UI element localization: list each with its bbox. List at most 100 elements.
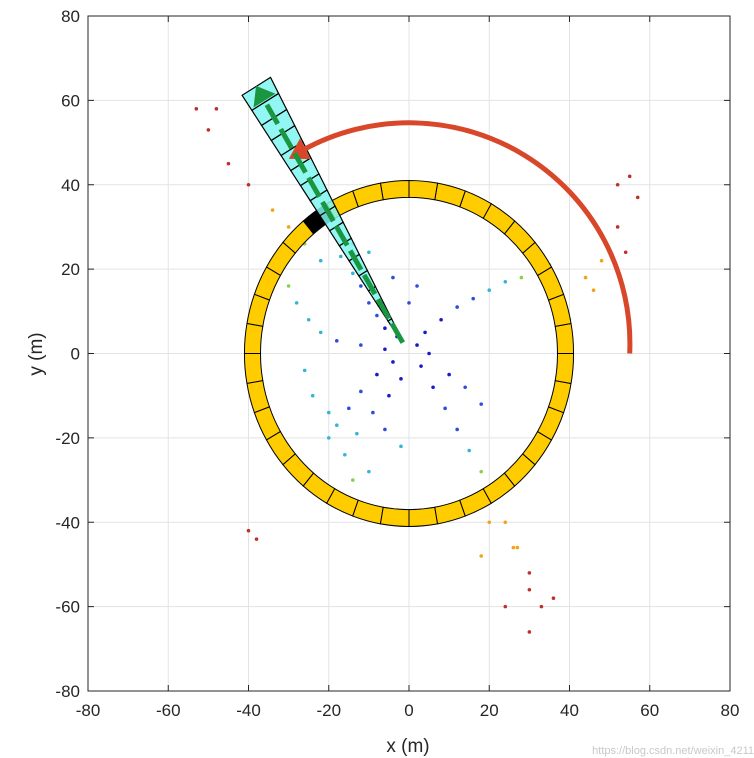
lidar-point bbox=[447, 372, 451, 377]
lidar-point bbox=[591, 288, 596, 293]
lidar-point bbox=[399, 444, 403, 449]
lidar-point bbox=[246, 528, 251, 533]
lidar-point bbox=[367, 301, 371, 305]
x-tick-label: 0 bbox=[404, 701, 413, 720]
lidar-point bbox=[387, 393, 391, 398]
lidar-point bbox=[359, 284, 363, 288]
lidar-point bbox=[318, 258, 323, 263]
lidar-point bbox=[286, 225, 291, 229]
lidar-point bbox=[391, 275, 395, 280]
y-tick-label: -20 bbox=[55, 429, 80, 448]
lidar-point bbox=[367, 469, 371, 474]
lidar-point bbox=[479, 554, 484, 558]
x-tick-label: -40 bbox=[236, 701, 261, 720]
lidar-point bbox=[515, 545, 520, 550]
grid-lines bbox=[87, 15, 731, 692]
lidar-point bbox=[326, 436, 331, 440]
lidar-point bbox=[419, 364, 423, 368]
ring-segment bbox=[352, 499, 384, 525]
lidar-point bbox=[351, 478, 355, 482]
ring-segment bbox=[408, 506, 439, 527]
lidar-point bbox=[503, 520, 508, 525]
ring-segment bbox=[379, 180, 410, 201]
lidar-point bbox=[551, 596, 556, 600]
lidar-point bbox=[399, 377, 403, 381]
lidar-point bbox=[479, 402, 484, 406]
lidar-point bbox=[226, 161, 231, 166]
lidar-point bbox=[206, 128, 211, 132]
y-tick-label: -80 bbox=[55, 682, 80, 701]
direction-arrow bbox=[253, 85, 405, 344]
lidar-point bbox=[599, 258, 604, 263]
x-tick-label: -60 bbox=[156, 701, 181, 720]
lidar-point bbox=[383, 427, 387, 432]
ring-segment bbox=[434, 182, 466, 208]
y-tick-label: -40 bbox=[55, 513, 80, 532]
lidar-point bbox=[302, 368, 307, 373]
lidar-point bbox=[310, 393, 315, 398]
lidar-point bbox=[375, 313, 379, 318]
lidar-point bbox=[359, 389, 363, 394]
lidar-point bbox=[427, 351, 431, 356]
lidar-point bbox=[443, 406, 447, 411]
lidar-point bbox=[214, 107, 219, 111]
direction-arrow-shaft bbox=[260, 95, 405, 344]
ring-segment bbox=[379, 506, 410, 527]
lidar-point bbox=[487, 288, 492, 293]
x-tick-label: -80 bbox=[76, 701, 101, 720]
lidar-point bbox=[503, 604, 508, 609]
lidar-point bbox=[326, 410, 331, 415]
lidar-point bbox=[511, 545, 516, 550]
lidar-point bbox=[343, 452, 347, 457]
ring-segment bbox=[554, 353, 575, 385]
x-tick-label: 80 bbox=[721, 701, 740, 720]
y-tick-label: 0 bbox=[71, 345, 80, 364]
lidar-point bbox=[623, 250, 628, 255]
ring-segment bbox=[243, 353, 264, 385]
lidar-point bbox=[527, 630, 532, 634]
lidar-point bbox=[347, 406, 351, 411]
lidar-point bbox=[583, 275, 588, 280]
lidar-point bbox=[455, 305, 459, 309]
lidar-point bbox=[383, 326, 387, 330]
lidar-point bbox=[439, 317, 443, 322]
x-tick-label: 60 bbox=[640, 701, 659, 720]
lidar-point bbox=[286, 284, 291, 288]
lidar-point bbox=[455, 427, 459, 432]
y-axis-label: y (m) bbox=[26, 332, 47, 375]
lidar-point bbox=[391, 360, 395, 364]
lidar-point bbox=[318, 330, 323, 335]
lidar-point bbox=[334, 423, 339, 428]
tick-labels: -80 -60 -40 -20 0 20 40 60 80 -80 -60 -40 -20 0 20 40 60… bbox=[55, 7, 739, 720]
axes-box bbox=[87, 15, 731, 692]
lidar-point bbox=[270, 208, 275, 212]
lidar-point bbox=[635, 195, 640, 200]
lidar-point bbox=[254, 537, 259, 541]
x-tick-label: 40 bbox=[560, 701, 579, 720]
ring-segment bbox=[246, 293, 271, 327]
lidar-point bbox=[627, 174, 632, 179]
lidar-point bbox=[423, 330, 427, 335]
lidar-point bbox=[539, 604, 544, 609]
y-tick-label: -60 bbox=[55, 598, 80, 617]
y-tick-label: 60 bbox=[61, 91, 80, 110]
watermark-text: https://blog.csdn.net/weixin_4211 bbox=[592, 745, 754, 757]
lidar-point bbox=[355, 431, 359, 436]
x-axis-label: x (m) bbox=[386, 736, 429, 757]
ring-segment bbox=[547, 380, 572, 414]
lidar-point bbox=[463, 385, 467, 390]
lidar-point bbox=[487, 520, 492, 525]
lidar-point bbox=[615, 225, 620, 229]
lidar-point bbox=[415, 343, 419, 347]
lidar-point bbox=[246, 182, 251, 187]
rotation-arc-path bbox=[300, 120, 633, 354]
lidar-point bbox=[359, 343, 363, 347]
lidar-point bbox=[367, 250, 371, 255]
lidar-point bbox=[415, 284, 419, 288]
lidar-point bbox=[334, 339, 339, 343]
direction-arrow-head bbox=[253, 85, 276, 108]
x-tick-label: -20 bbox=[316, 701, 341, 720]
lidar-point bbox=[471, 296, 476, 301]
lidar-point bbox=[383, 347, 387, 352]
